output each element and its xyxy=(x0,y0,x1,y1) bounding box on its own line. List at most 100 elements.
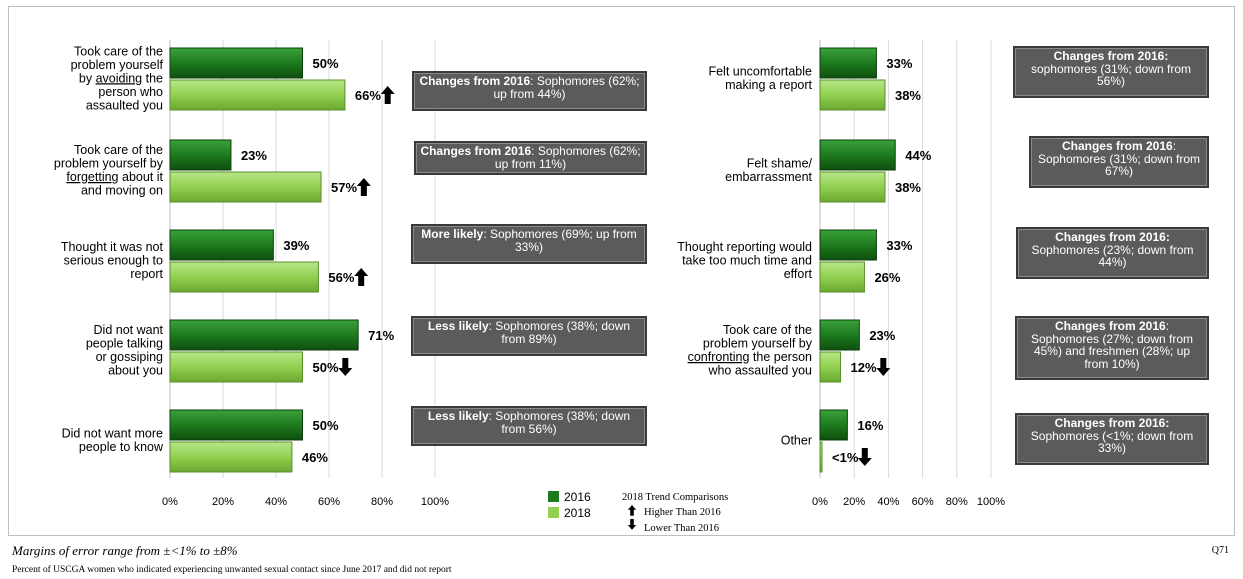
down-arrow-shape xyxy=(338,358,353,376)
annotation-heading: More likely xyxy=(421,227,484,241)
bar-2016 xyxy=(169,139,232,171)
trend-up-arrow-icon xyxy=(354,268,369,286)
annotation-heading: Changes from 2016 xyxy=(419,74,531,88)
data-label: 50% xyxy=(313,56,339,71)
down-arrow-shape xyxy=(876,358,891,376)
category-label: making a report xyxy=(725,78,812,92)
category-label: people talking xyxy=(86,337,163,351)
trend-up-arrow-icon xyxy=(380,86,395,104)
bar-2016 xyxy=(819,139,896,171)
trend-down-arrow-icon xyxy=(857,448,872,466)
x-tick-label: 0% xyxy=(812,496,828,508)
x-tick-label: 100% xyxy=(421,496,449,508)
data-label: 46% xyxy=(302,450,328,465)
data-label: 16% xyxy=(857,418,883,433)
x-tick-label: 20% xyxy=(843,496,865,508)
annotation-heading: Changes from 2016: xyxy=(1055,230,1170,244)
annotation-box: Less likely: Sophomores (38%; down from … xyxy=(411,406,647,446)
trend-legend-title: 2018 Trend Comparisons xyxy=(622,492,728,503)
legend-swatch-2016 xyxy=(548,491,559,502)
data-label: 57% xyxy=(331,180,357,195)
category-label: serious enough to xyxy=(64,253,163,267)
annotation-box: Changes from 2016: Sophomores (<1%; down… xyxy=(1015,413,1209,465)
data-label: <1% xyxy=(832,450,859,465)
down-arrow-shape xyxy=(857,448,872,466)
x-tick-label: 60% xyxy=(318,496,340,508)
bar-2016 xyxy=(169,229,274,261)
bar-2018 xyxy=(169,261,319,293)
data-label: 66% xyxy=(355,88,381,103)
bar-2018 xyxy=(169,441,293,473)
data-label: 38% xyxy=(895,88,921,103)
annotation-text: : Sophomores (38%; down from 89%) xyxy=(488,319,631,346)
bar-2016 xyxy=(819,409,848,441)
category-label: and moving on xyxy=(81,184,163,198)
x-tick-label: 80% xyxy=(946,496,968,508)
x-tick-label: 100% xyxy=(977,496,1005,508)
bar-2018 xyxy=(819,171,886,203)
data-label: 23% xyxy=(869,328,895,343)
category-label: report xyxy=(130,267,163,281)
data-label: 23% xyxy=(241,148,267,163)
bar-2018 xyxy=(819,261,865,293)
x-tick-label: 40% xyxy=(877,496,899,508)
category-label: Did not want xyxy=(94,323,164,337)
trend-legend-up: Higher Than 2016 xyxy=(644,507,721,518)
category-label: embarrassment xyxy=(725,170,812,184)
category-label: take too much time and xyxy=(682,253,812,267)
category-label: about you xyxy=(108,364,163,378)
annotation-text: : Sophomores (31%; down from 67%) xyxy=(1037,139,1201,178)
category-label: Felt uncomfortable xyxy=(708,65,812,79)
data-label: 50% xyxy=(313,418,339,433)
data-label: 50% xyxy=(313,360,339,375)
annotation-text: sophomores (31%; down from 56%) xyxy=(1030,61,1192,88)
category-label: forgetting about it xyxy=(66,170,163,184)
margin-of-error-note: Margins of error range from ±<1% to ±8% xyxy=(12,543,238,558)
annotation-text: : Sophomores (27%; down from 45%) and fr… xyxy=(1030,319,1194,371)
category-label: problem yourself by xyxy=(54,157,164,171)
bar-2016 xyxy=(169,319,359,351)
annotation-text: Sophomores (<1%; down from 33%) xyxy=(1030,428,1194,455)
legend-label: 2016 xyxy=(564,490,591,504)
x-tick-label: 60% xyxy=(912,496,934,508)
category-label: Took care of the xyxy=(723,323,812,337)
annotation-text: : Sophomores (62%; up from 44%) xyxy=(493,74,640,101)
annotation-text: : Sophomores (69%; up from 33%) xyxy=(483,227,637,254)
annotation-heading: Changes from 2016 xyxy=(1061,139,1173,153)
legend-up-arrow-icon xyxy=(627,505,637,516)
x-tick-label: 20% xyxy=(212,496,234,508)
category-label: who assaulted you xyxy=(707,364,812,378)
category-label: or gossiping xyxy=(96,350,163,364)
data-label: 12% xyxy=(851,360,877,375)
chart-svg: 0% 20% 40% 60% 80% 100% 50% 66% Took care of the… xyxy=(54,40,1005,534)
category-label: Thought reporting would xyxy=(677,240,812,254)
category-label: effort xyxy=(784,267,813,281)
trend-legend-down: Lower Than 2016 xyxy=(644,523,719,534)
annotation-heading: Less likely xyxy=(427,319,489,333)
annotation-box: Changes from 2016: Sophomores (62%; up f… xyxy=(412,71,647,111)
trend-up-arrow-icon xyxy=(356,178,371,196)
category-label: Thought it was not xyxy=(61,240,164,254)
bar-2018 xyxy=(819,441,823,473)
data-label: 56% xyxy=(328,270,354,285)
data-label: 33% xyxy=(886,238,912,253)
data-label: 26% xyxy=(874,270,900,285)
up-arrow-shape xyxy=(354,268,369,286)
category-label: Did not want more xyxy=(62,427,163,441)
annotation-box: Changes from 2016: sophomores (31%; down… xyxy=(1013,46,1209,98)
annotation-box: Changes from 2016: Sophomores (27%; down… xyxy=(1015,316,1209,380)
annotation-text: Sophomores (23%; down from 44%) xyxy=(1031,242,1194,269)
data-label: 39% xyxy=(283,238,309,253)
annotation-box: Changes from 2016: Sophomores (23%; down… xyxy=(1016,227,1209,279)
bar-2018 xyxy=(819,351,842,383)
x-tick-label: 80% xyxy=(371,496,393,508)
bar-2018 xyxy=(169,79,346,111)
bar-2018 xyxy=(819,79,886,111)
category-label: Took care of the xyxy=(74,44,163,58)
annotation-box: More likely: Sophomores (69%; up from 33… xyxy=(411,224,647,264)
up-arrow-shape xyxy=(380,86,395,104)
data-label: 38% xyxy=(895,180,921,195)
x-tick-label: 40% xyxy=(265,496,287,508)
chart-frame xyxy=(8,6,1235,536)
category-label: Other xyxy=(781,433,812,447)
